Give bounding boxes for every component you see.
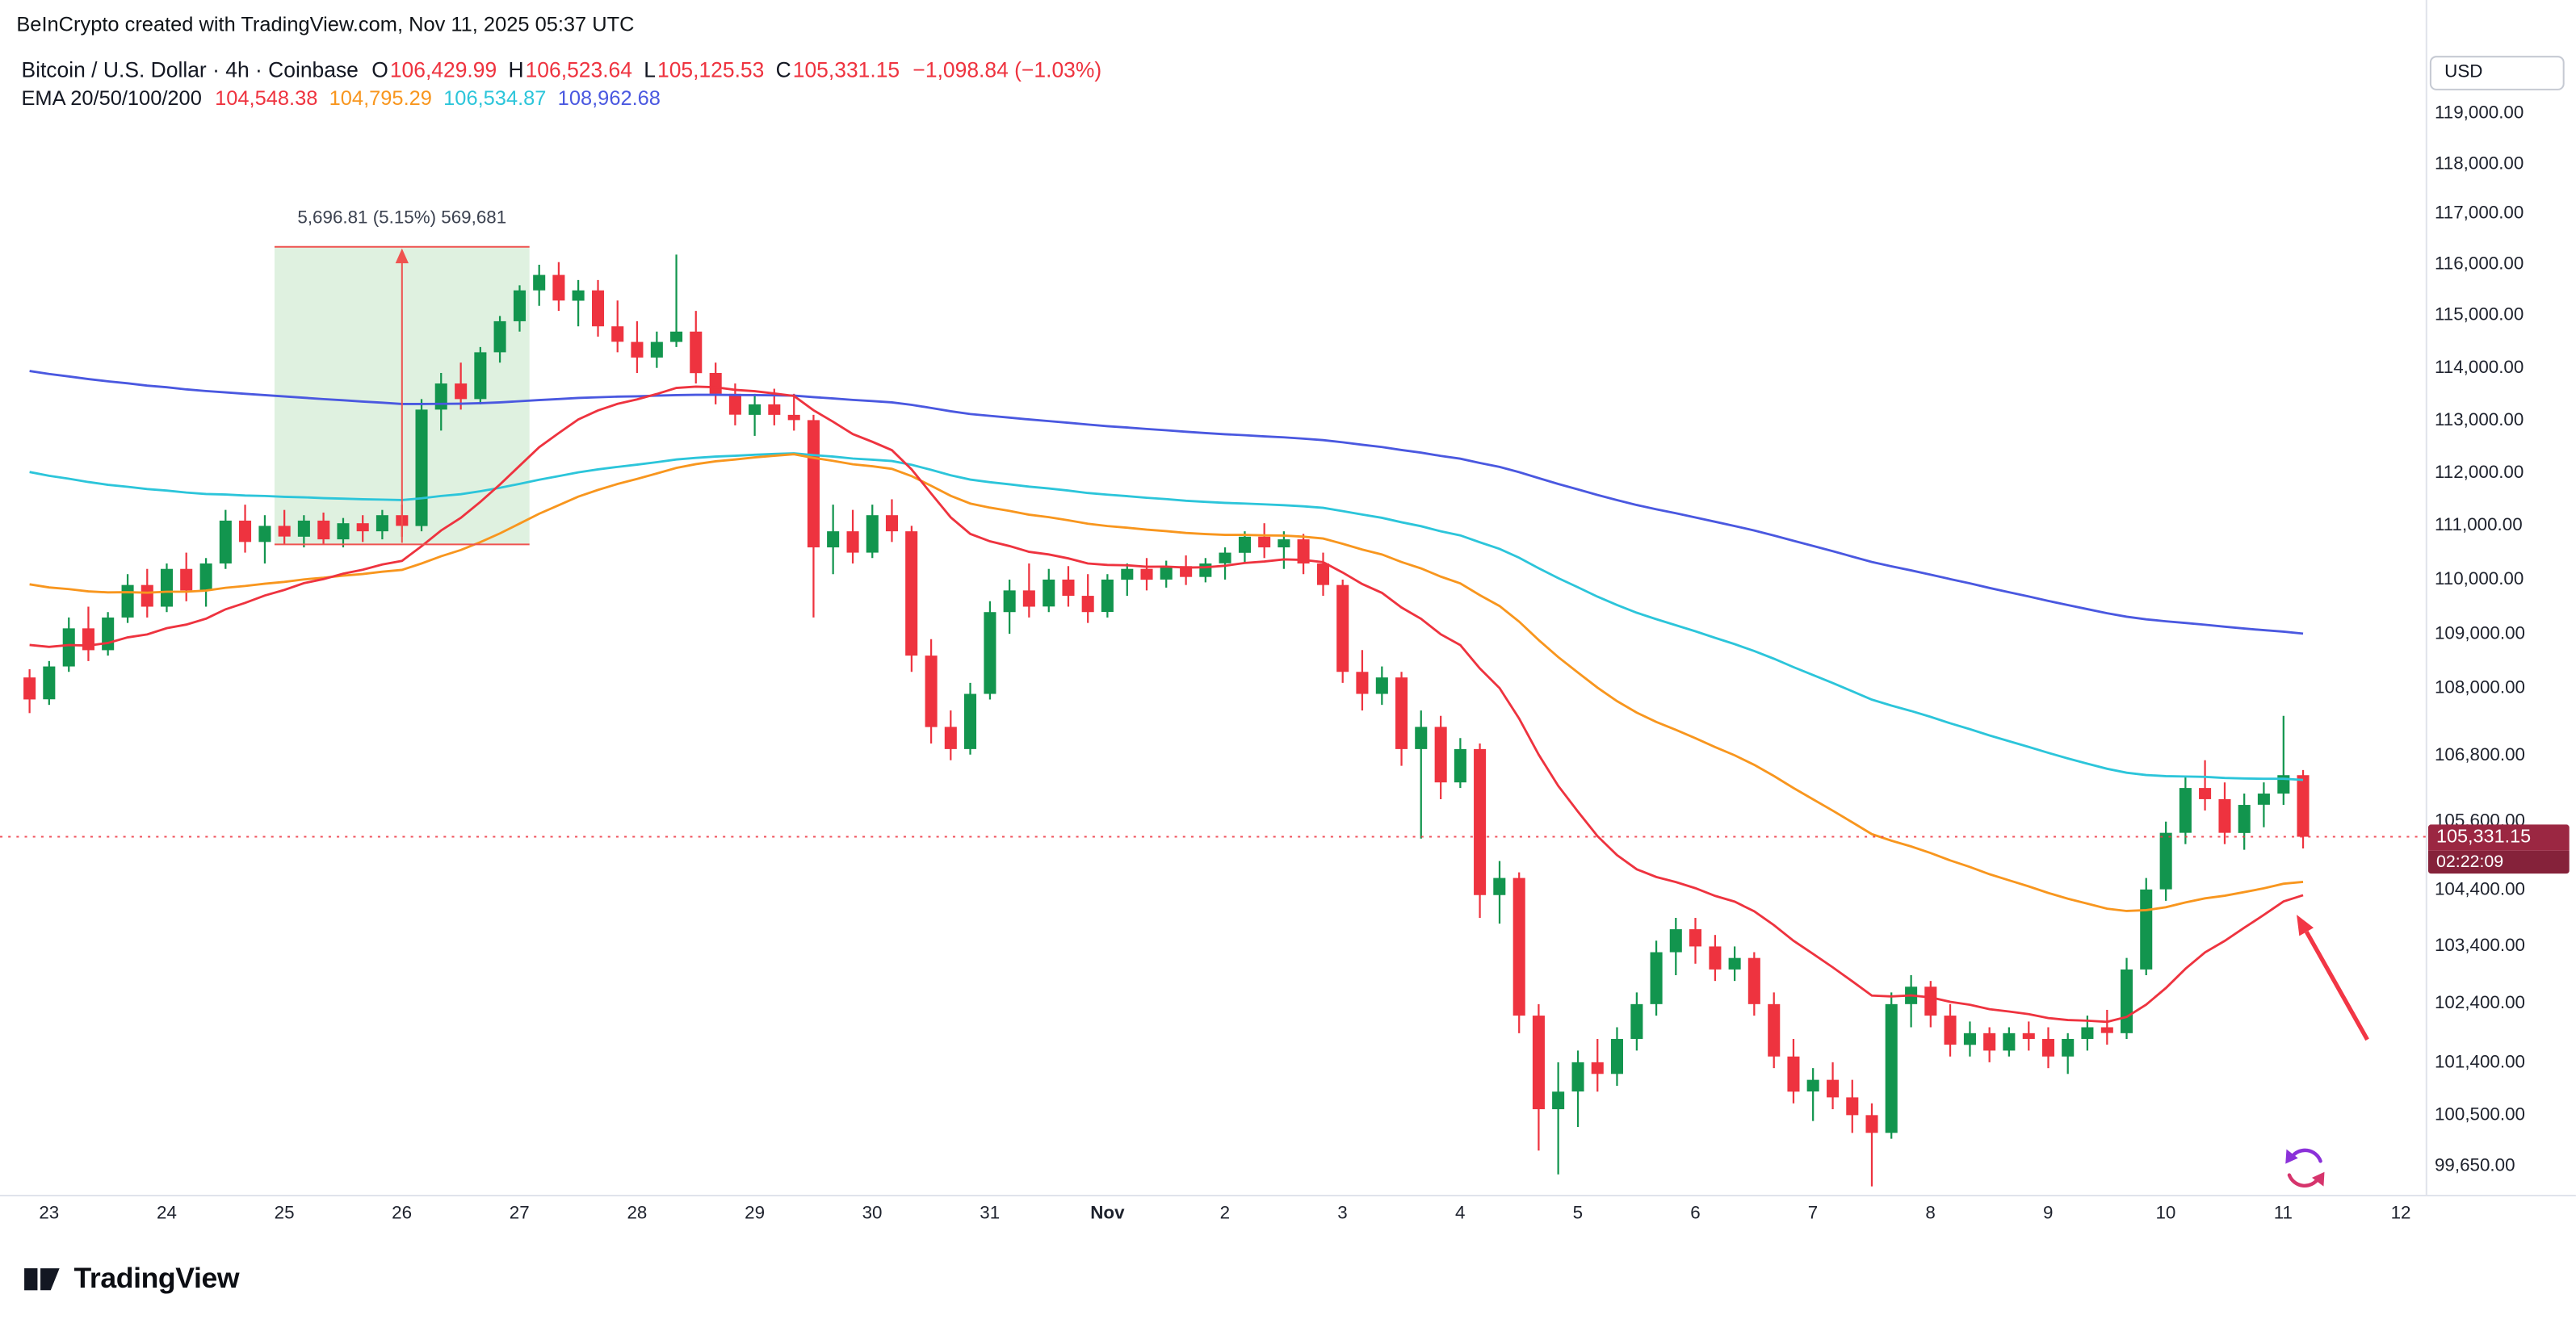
tradingview-logo[interactable]: TradingView	[21, 1258, 240, 1299]
time-label: 23	[39, 1204, 60, 1224]
time-label: 11	[2273, 1204, 2293, 1224]
tradingview-logo-icon	[24, 1268, 60, 1291]
ema-50-line[interactable]	[29, 453, 2304, 912]
time-label: 27	[509, 1204, 530, 1224]
trend-arrow-annotation	[2297, 915, 2369, 1041]
time-label: 24	[157, 1204, 177, 1224]
time-label: 26	[392, 1204, 413, 1224]
time-label: 12	[2390, 1204, 2411, 1224]
time-axis[interactable]: 23 24 25 26 27 28 29 30 31 Nov 2 3 4 5 6 7 8 9 10 11 12	[0, 1204, 2576, 1230]
ema-100-value: 106,534.87	[443, 86, 547, 111]
measure-tool-lines	[274, 245, 530, 546]
time-label: 6	[1690, 1204, 1701, 1224]
ema-legend[interactable]: EMA 20/50/100/200 104,548.38 104,795.29 10…	[21, 87, 661, 110]
time-label: 8	[1925, 1204, 1936, 1224]
ema-20-value: 104,548.38	[215, 86, 318, 111]
ema-100-line[interactable]	[29, 452, 2304, 781]
time-label: 10	[2155, 1204, 2176, 1224]
ema-legend-title: EMA 20/50/100/200	[21, 86, 202, 111]
time-label: 29	[745, 1204, 766, 1224]
time-label: 2	[1219, 1204, 1231, 1224]
time-label: Nov	[1090, 1204, 1125, 1224]
time-label: 5	[1572, 1204, 1584, 1224]
time-label: 25	[274, 1204, 295, 1224]
watermark-text: BeInCrypto created with TradingView.com,…	[16, 13, 635, 36]
time-label: 3	[1337, 1204, 1348, 1224]
ema-20-line[interactable]	[29, 385, 2304, 1024]
bar-countdown: 02:22:09	[2427, 849, 2570, 873]
time-label: 30	[862, 1204, 883, 1224]
symbol-title[interactable]: Bitcoin / U.S. Dollar · 4h · Coinbase	[21, 57, 359, 82]
price-change: −1,098.84 (−1.03%)	[913, 57, 1102, 82]
measure-tool-label: 5,696.81 (5.15%) 569,681	[297, 208, 507, 229]
currency-toggle[interactable]: USD	[2429, 56, 2565, 90]
ema-legend-values: 104,548.38 104,795.29 106,534.87 108,962.68	[215, 87, 661, 110]
ohlc-c: C 105,331.15	[775, 57, 900, 82]
time-label: 31	[980, 1204, 1001, 1224]
ema-200-value: 108,962.68	[557, 86, 661, 111]
time-label: 4	[1454, 1204, 1466, 1224]
ohlc-values: O 106,429.99 H 106,523.64 L 105,125.53 C 105,33…	[371, 57, 900, 82]
time-label: 7	[1807, 1204, 1819, 1224]
time-label: 9	[2043, 1204, 2054, 1224]
tradingview-logo-text: TradingView	[73, 1261, 240, 1295]
ema-200-line[interactable]	[29, 370, 2304, 635]
last-price-value: 105,331.15	[2427, 823, 2570, 850]
last-price-badge: 105,331.15 02:22:09	[2427, 823, 2570, 873]
ohlc-l: L 105,125.53	[644, 57, 765, 82]
ohlc-o: O 106,429.99	[371, 57, 497, 82]
refresh-icon	[2285, 1148, 2325, 1187]
ema-50-value: 104,795.29	[329, 86, 432, 111]
ohlc-h: H 106,523.64	[508, 57, 632, 82]
time-label: 28	[627, 1204, 648, 1224]
